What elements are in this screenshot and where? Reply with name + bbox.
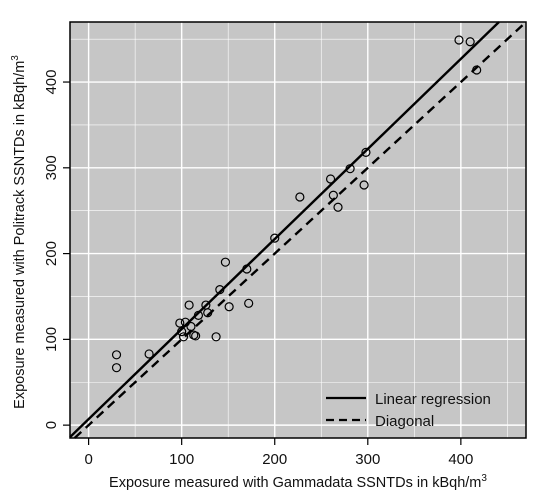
data-point (270, 233, 280, 243)
data-point (111, 363, 122, 373)
data-point (184, 300, 194, 310)
data-point (472, 65, 482, 75)
data-point (144, 349, 154, 359)
data-point (465, 37, 475, 47)
data-point (454, 35, 464, 45)
data-point (215, 285, 225, 295)
y-tick-label: 100 (43, 327, 60, 352)
y-tick-label: 300 (43, 155, 60, 180)
legend: Linear regression Diagonal (326, 391, 491, 430)
data-point (361, 147, 371, 157)
data-point (177, 327, 187, 337)
x-tick-label: 200 (262, 451, 287, 468)
x-axis-label-text: Exposure measured with Gammadata SSNTDs … (109, 475, 481, 491)
data-point (333, 202, 343, 212)
data-point (111, 350, 122, 360)
diagonal-line (73, 21, 527, 439)
y-axis-label-superscript: 3 (10, 55, 21, 61)
y-axis-label-text: Exposure measured with Politrack SSNTDs … (12, 61, 28, 409)
y-tick-label: 400 (43, 70, 60, 95)
data-point (244, 298, 254, 308)
grid-lines (70, 22, 526, 438)
legend-label-regression: Linear regression (375, 391, 491, 408)
data-point (191, 331, 201, 341)
data-point (178, 332, 189, 342)
y-tick-label: 0 (43, 421, 60, 429)
y-axis-label: Exposure measured with Politrack SSNTDs … (10, 55, 28, 409)
legend-label-diagonal: Diagonal (375, 413, 434, 430)
data-points (111, 35, 482, 373)
data-point (224, 302, 234, 312)
data-point (186, 321, 196, 332)
regression-line (69, 21, 500, 439)
x-axis-label: Exposure measured with Gammadata SSNTDs … (109, 473, 487, 491)
data-point (175, 318, 185, 328)
plot-frame (69, 21, 527, 439)
data-point (345, 164, 355, 174)
y-tick-label: 200 (43, 241, 60, 266)
data-point (203, 308, 213, 318)
data-point (242, 264, 252, 274)
data-point (193, 310, 204, 320)
data-point (220, 257, 231, 267)
data-point (211, 332, 221, 342)
data-point (328, 190, 338, 200)
data-point (295, 192, 305, 202)
x-axis-ticks: 0 100 200 300 400 (84, 438, 473, 468)
plot-background (70, 22, 526, 438)
y-axis-ticks: 0 100 200 300 400 (43, 70, 70, 429)
x-tick-label: 100 (169, 451, 194, 468)
x-tick-label: 0 (84, 451, 92, 468)
fit-lines (69, 21, 527, 439)
x-tick-label: 300 (355, 451, 380, 468)
x-tick-label: 400 (448, 451, 473, 468)
data-point (325, 174, 336, 184)
x-axis-label-superscript: 3 (481, 473, 487, 484)
data-point (359, 180, 369, 190)
